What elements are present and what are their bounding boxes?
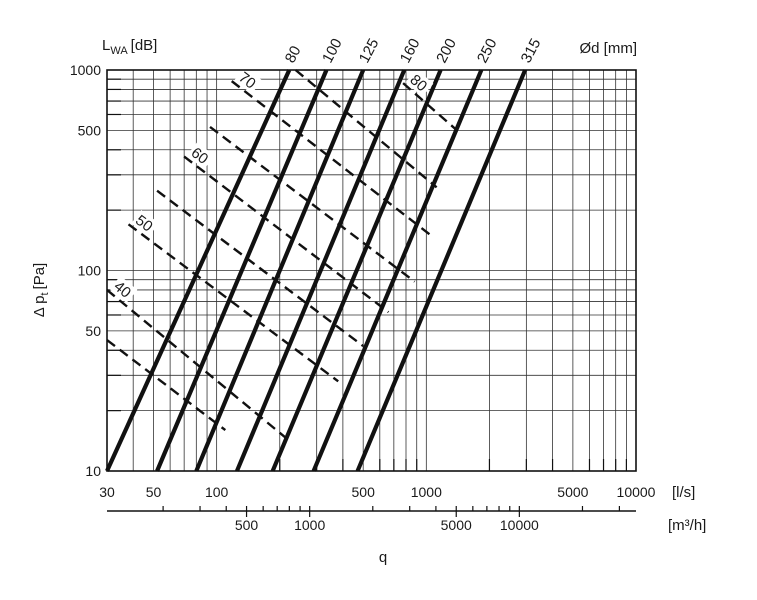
diameter-line-80: [105, 69, 292, 472]
y-tick-label: 10: [85, 463, 101, 479]
x-tick-label: 10000: [617, 484, 656, 500]
diameter-label-125: 125: [356, 36, 383, 66]
sound-label-bg: [109, 275, 138, 303]
y-tick-label: 1000: [70, 62, 101, 78]
sound-line: [230, 80, 432, 237]
diameter-label-80: 80: [282, 43, 305, 66]
m3h-tick-label: 1000: [294, 517, 325, 533]
sound-line: [183, 155, 390, 314]
x-tick-label: 1000: [411, 484, 442, 500]
x-axis-title: q: [379, 549, 387, 566]
grid-layer: [107, 70, 636, 471]
sound-label-70: 70: [235, 69, 259, 93]
x-unit-m3h: [m³/h]: [668, 517, 706, 534]
sound-label-50: 50: [132, 212, 156, 236]
sound-line: [156, 189, 364, 347]
y-tick-label: 500: [78, 122, 102, 138]
sound-label-60: 60: [188, 144, 212, 168]
x-unit-ls: [l/s]: [672, 484, 695, 501]
series-layer: [105, 69, 528, 472]
x-tick-label: 100: [205, 484, 229, 500]
sound-label-bg: [234, 66, 263, 94]
sound-line: [209, 125, 416, 283]
diameter-label-315: 315: [518, 36, 545, 66]
diameter-line-200: [270, 69, 443, 472]
y-tick-label: 100: [78, 263, 102, 279]
x-tick-label: 50: [146, 484, 162, 500]
x-tick-label: 5000: [557, 484, 588, 500]
sound-line: [106, 339, 227, 432]
sound-label-bg: [131, 209, 159, 237]
sound-label-40: 40: [110, 278, 134, 302]
diameter-label-100: 100: [319, 36, 346, 66]
diameter-line-250: [311, 69, 484, 472]
sound-line: [127, 223, 339, 383]
y-tick-label: 50: [85, 323, 101, 339]
diameter-axis-title: Ød [mm]: [579, 40, 637, 57]
y-axis-title: Δ pt[Pa]: [31, 263, 51, 317]
m3h-tick-label: 5000: [441, 517, 472, 533]
diameter-line-100: [155, 69, 329, 472]
diameter-line-315: [355, 69, 528, 472]
sound-axis-title: LWA [dB]: [102, 37, 157, 57]
x-tick-label: 500: [352, 484, 376, 500]
sound-label-bg: [405, 69, 434, 97]
diameter-label-160: 160: [397, 36, 424, 66]
plot-frame: [106, 69, 637, 472]
sound-line: [106, 289, 292, 443]
diameter-label-200: 200: [433, 36, 460, 66]
m3h-tick-label: 10000: [500, 517, 539, 533]
sound-line: [294, 69, 438, 189]
m3h-tick-label: 500: [235, 517, 259, 533]
sound-line: [402, 82, 458, 132]
sound-label-bg: [186, 142, 215, 170]
diameter-label-250: 250: [474, 36, 501, 66]
diameter-line-125: [194, 69, 366, 472]
x-tick-label: 30: [99, 484, 115, 500]
